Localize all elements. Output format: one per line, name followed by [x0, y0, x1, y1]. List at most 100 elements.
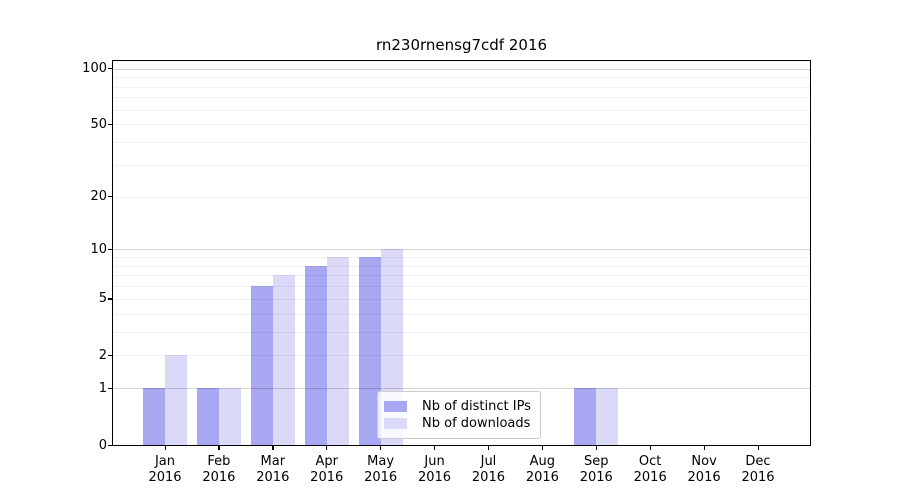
y-tick-label-1: 1 [98, 380, 107, 396]
x-tick-month: May [367, 454, 395, 469]
x-tick-feb [218, 446, 220, 450]
bar-nb-of-distinct-ips-may [358, 257, 381, 445]
x-tick-month: Jan [154, 454, 176, 469]
gridline-minor-80 [113, 86, 810, 88]
x-tick-year: 2016 [364, 470, 398, 485]
bar-nb-of-downloads-mar [272, 275, 295, 445]
gridline-minor-50 [113, 124, 810, 126]
x-tick-month: Dec [745, 454, 771, 469]
x-tick-label-oct: Oct 2016 [620, 454, 680, 486]
y-tick-10 [108, 248, 112, 251]
y-tick-50 [108, 123, 112, 126]
x-tick-year: 2016 [202, 470, 236, 485]
bar-nb-of-downloads-apr [326, 257, 349, 445]
gridline-minor-3 [113, 331, 810, 333]
x-tick-jan [164, 446, 166, 450]
x-tick-year: 2016 [471, 470, 505, 485]
bar-nb-of-distinct-ips-feb [196, 388, 219, 445]
gridline-minor-90 [113, 77, 810, 79]
x-tick-apr [326, 446, 328, 450]
gridline-minor-5 [113, 298, 810, 300]
x-tick-label-jan: Jan 2016 [135, 454, 195, 486]
bar-nb-of-distinct-ips-jan [143, 388, 165, 445]
x-tick-month: Mar [260, 454, 286, 469]
y-tick-label-100: 100 [82, 61, 107, 77]
x-tick-year: 2016 [741, 470, 775, 485]
gridline-minor-7 [113, 275, 810, 277]
x-tick-label-mar: Mar 2016 [243, 454, 303, 486]
gridline-minor-30 [113, 165, 810, 166]
x-tick-mar [272, 446, 274, 450]
x-tick-label-feb: Feb 2016 [189, 454, 249, 486]
x-tick-may [380, 446, 382, 450]
legend-label-downloads: Nb of downloads [422, 416, 531, 431]
legend-label-distinct-ips: Nb of distinct IPs [422, 399, 531, 414]
gridline-minor-60 [113, 109, 810, 111]
y-tick-20 [108, 196, 112, 198]
legend-swatch-distinct-ips [384, 401, 407, 412]
legend-swatch-downloads [384, 418, 407, 429]
bar-nb-of-distinct-ips-mar [250, 286, 273, 445]
gridline-minor-40 [113, 142, 810, 144]
x-tick-label-dec: Dec 2016 [728, 454, 788, 486]
x-tick-year: 2016 [148, 470, 182, 485]
bar-nb-of-downloads-jan [165, 355, 187, 445]
x-tick-sep [595, 446, 597, 450]
x-tick-label-may: May 2016 [351, 454, 411, 486]
gridline-minor-9 [113, 257, 810, 259]
gridline-minor-4 [113, 313, 810, 315]
x-tick-label-jun: Jun 2016 [405, 454, 465, 486]
x-tick-aug [541, 446, 544, 450]
y-tick-2 [108, 354, 112, 357]
y-tick-label-0: 0 [98, 437, 107, 453]
gridline-major-1 [113, 388, 810, 390]
x-tick-year: 2016 [417, 470, 452, 485]
x-tick-label-apr: Apr 2016 [297, 454, 357, 486]
y-tick-0 [108, 444, 112, 446]
x-tick-month: Jun [424, 454, 445, 469]
x-tick-month: Jul [480, 454, 497, 469]
x-tick-month: Apr [315, 454, 338, 469]
x-tick-label-aug: Aug 2016 [512, 454, 572, 486]
x-tick-month: Feb [207, 454, 231, 469]
x-tick-oct [649, 446, 651, 450]
x-tick-label-jul: Jul 2016 [458, 454, 518, 486]
y-tick-100 [108, 68, 112, 70]
x-tick-month: Aug [529, 454, 556, 469]
x-tick-month: Oct [638, 454, 662, 469]
legend: Nb of distinct IPs Nb of downloads [377, 391, 541, 439]
y-tick-label-50: 50 [90, 116, 107, 132]
x-tick-label-sep: Sep 2016 [566, 454, 626, 486]
y-tick-5 [108, 298, 112, 300]
x-tick-year: 2016 [579, 470, 613, 485]
y-tick-label-5: 5 [98, 291, 107, 307]
x-tick-year: 2016 [633, 470, 667, 485]
gridline-minor-70 [113, 97, 810, 99]
x-tick-nov [703, 446, 705, 450]
legend-item-distinct-ips: Nb of distinct IPs [384, 398, 531, 415]
gridline-major-100 [113, 68, 810, 70]
y-tick-label-10: 10 [90, 241, 107, 257]
gridline-minor-20 [113, 196, 810, 198]
x-tick-label-nov: Nov 2016 [674, 454, 734, 486]
x-tick-month: Nov [691, 454, 717, 469]
y-tick-label-2: 2 [98, 347, 107, 363]
gridline-minor-2 [113, 355, 810, 357]
x-tick-month: Sep [584, 454, 609, 469]
bar-nb-of-downloads-sep [596, 388, 619, 445]
plot-area: 0 1 2 5 10 20 50 100 Jan 2016 Feb 2016 Mar 2016 Apr 201… [82, 60, 811, 485]
x-tick-jun [434, 446, 436, 450]
y-tick-1 [108, 387, 112, 390]
y-tick-label-20: 20 [90, 189, 107, 205]
chart-title: rn230rnensg7cdf 2016 [375, 36, 548, 54]
x-tick-jul [487, 446, 490, 450]
gridline-minor-6 [113, 286, 810, 288]
x-tick-year: 2016 [687, 470, 721, 485]
x-tick-year: 2016 [525, 470, 559, 485]
gridline-major-10 [113, 249, 810, 251]
legend-item-downloads: Nb of downloads [384, 415, 531, 432]
x-tick-year: 2016 [310, 470, 344, 485]
x-tick-year: 2016 [256, 470, 290, 485]
bar-nb-of-distinct-ips-apr [304, 265, 327, 445]
